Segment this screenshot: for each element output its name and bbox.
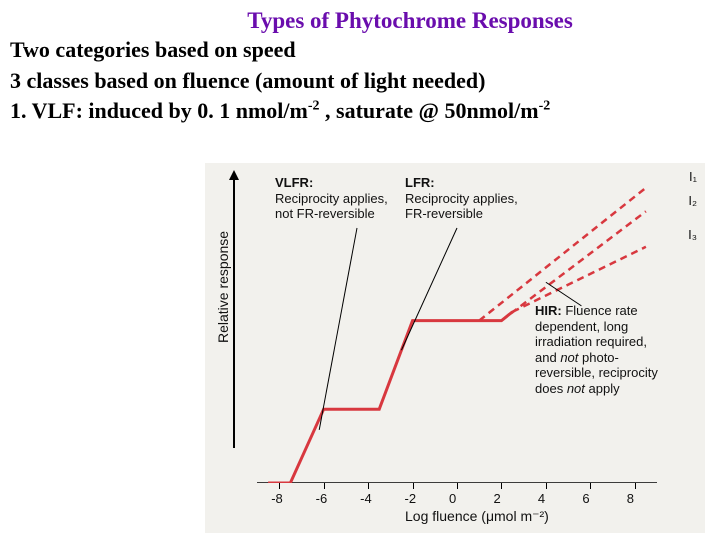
x-tick-label: 4 [538,491,545,506]
body-line-1: Two categories based on speed [10,36,710,65]
line3-prefix: 1. VLF: induced by 0. 1 nmol/m [10,98,308,123]
end-label-i3: I₃ [688,227,697,242]
end-label-i2: I₂ [688,193,697,208]
chart-container: Relative response Log fluence (μmol m⁻²)… [205,163,705,533]
line3-sup2: -2 [539,99,551,114]
line3-sup1: -2 [308,99,320,114]
y-axis-arrow [233,178,235,448]
x-tick-label: 0 [449,491,456,506]
x-axis-label: Log fluence (μmol m⁻²) [405,508,549,525]
page-title: Types of Phytochrome Responses [100,8,720,34]
line3-mid: , saturate @ 50nmol/m [320,98,539,123]
y-axis-label: Relative response [215,231,231,343]
x-tick-label: -6 [316,491,328,506]
x-tick-label: 6 [582,491,589,506]
x-tick-label: 8 [627,491,634,506]
hir-annotation: HIR: Fluence ratedependent, longirradiat… [535,303,695,397]
x-tick-label: -2 [405,491,417,506]
x-tick-label: -4 [360,491,372,506]
x-tick-label: 2 [493,491,500,506]
vlfr-annotation: VLFR: Reciprocity applies,not FR-reversi… [275,175,415,222]
body-line-2: 3 classes based on fluence (amount of li… [10,67,710,96]
body-line-3: 1. VLF: induced by 0. 1 nmol/m-2 , satur… [10,97,710,126]
end-label-i1: I₁ [689,169,697,184]
lfr-annotation: LFR: Reciprocity applies,FR-reversible [405,175,545,222]
x-tick-label: -8 [271,491,283,506]
